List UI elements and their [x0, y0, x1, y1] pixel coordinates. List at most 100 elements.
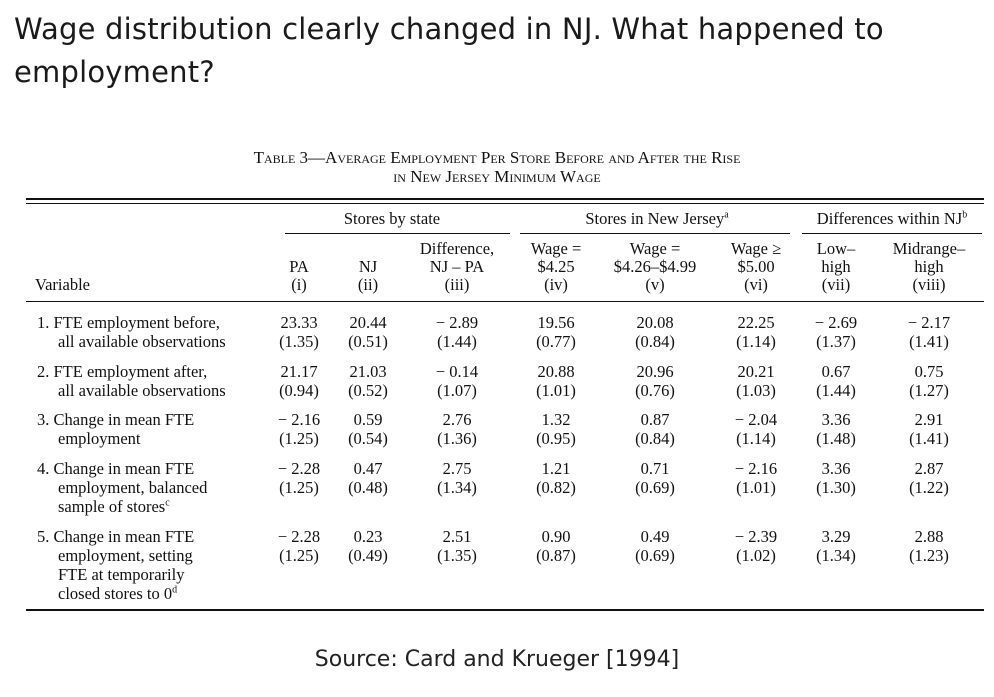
column-header-wage-426-499-line-3: (v): [645, 275, 665, 294]
row-2-se-wage-500: (1.03): [736, 381, 776, 400]
row-3-value-pa: − 2.16: [277, 410, 321, 429]
row-5-value-wage-425: 0.90: [541, 527, 571, 546]
row-4-value-pa: − 2.28: [277, 459, 321, 478]
row-2-se-low-high: (1.44): [816, 381, 856, 400]
row-4-value-midrange-high: 2.87: [914, 459, 944, 478]
group-header-stores-in-nj-note: a: [724, 209, 729, 221]
row-3-se-wage-425: (0.95): [536, 429, 576, 448]
row-5-value-wage-426-499: 0.49: [640, 527, 670, 546]
column-header-wage-500-line-1: Wage ≥: [730, 239, 782, 258]
row-2-value-wage-500: 20.21: [737, 362, 775, 381]
row-3-value-wage-500: − 2.04: [734, 410, 778, 429]
table-top-rule-thin: [26, 203, 984, 204]
row-2-se-midrange-high: (1.27): [909, 381, 949, 400]
column-header-wage-500-line-2: $5.00: [737, 257, 775, 276]
row-5-value-midrange-high: 2.88: [914, 527, 944, 546]
row-5-se-nj: (0.49): [348, 546, 388, 565]
column-header-midrange-high-line-2: high: [914, 257, 944, 276]
group-header-stores-by-state: Stores by state: [343, 209, 441, 228]
column-header-low-high-line-3: (vii): [821, 275, 851, 294]
row-5-value-low-high: 3.29: [821, 527, 851, 546]
column-header-wage-425-line-1: Wage =: [530, 239, 582, 258]
row-1-label-line-1: 1. FTE employment before,: [37, 313, 220, 332]
row-2-value-nj: 21.03: [349, 362, 387, 381]
row-1-se-wage-500: (1.14): [736, 332, 776, 351]
row-3-label-line-2: employment: [58, 429, 141, 448]
row-1-label-line-2: all available observations: [58, 332, 226, 351]
row-5-value-wage-500: − 2.39: [734, 527, 778, 546]
row-2-label-line-2: all available observations: [58, 381, 226, 400]
row-5-value-difference: 2.51: [442, 527, 472, 546]
column-header-low-high-line-1: Low–: [816, 239, 856, 258]
row-3-se-pa: (1.25): [279, 429, 319, 448]
column-header-low-high-line-2: high: [821, 257, 851, 276]
column-header-pa-line-2: (i): [291, 275, 307, 294]
row-3-value-wage-426-499: 0.87: [640, 410, 670, 429]
row-4-value-low-high: 3.36: [821, 459, 851, 478]
row-4-value-wage-426-499: 0.71: [640, 459, 670, 478]
row-4-se-midrange-high: (1.22): [909, 478, 949, 497]
row-2-se-wage-426-499: (0.76): [635, 381, 675, 400]
row-1-se-nj: (0.51): [348, 332, 388, 351]
row-5-se-wage-500: (1.02): [736, 546, 776, 565]
row-3-se-wage-500: (1.14): [736, 429, 776, 448]
slide-title-line-1: Wage distribution clearly changed in NJ.…: [14, 12, 884, 46]
row-4-label-line-2: employment, balanced: [58, 478, 208, 497]
row-5-label-line-4: closed stores to 0d: [58, 584, 178, 603]
table-header-rule: [26, 301, 984, 302]
row-5-label-line-3: FTE at temporarily: [58, 565, 185, 584]
row-1-value-wage-426-499: 20.08: [636, 313, 674, 332]
group-header-differences-within-nj: Differences within NJb: [816, 209, 968, 228]
row-3-se-midrange-high: (1.41): [909, 429, 949, 448]
row-1-value-low-high: − 2.69: [814, 313, 858, 332]
row-4-se-wage-500: (1.01): [736, 478, 776, 497]
row-4-se-wage-426-499: (0.69): [635, 478, 675, 497]
row-3-value-wage-425: 1.32: [541, 410, 571, 429]
column-header-midrange-high-line-3: (viii): [912, 275, 946, 294]
column-header-difference-line-3: (iii): [444, 275, 470, 294]
column-header-wage-426-499-line-2: $4.26–$4.99: [613, 257, 697, 276]
row-1-se-midrange-high: (1.41): [909, 332, 949, 351]
table-caption-line-2: in New Jersey Minimum Wage: [393, 167, 601, 186]
table-caption: Table 3—Average Employment Per Store Bef…: [0, 148, 994, 186]
row-3-value-difference: 2.76: [442, 410, 472, 429]
row-1-value-wage-425: 19.56: [537, 313, 575, 332]
row-4-se-difference: (1.34): [437, 478, 477, 497]
variable-header: Variable: [35, 275, 90, 294]
row-3-value-midrange-high: 2.91: [914, 410, 944, 429]
group-underline-diff: [802, 233, 982, 234]
row-4-value-wage-500: − 2.16: [734, 459, 778, 478]
row-1-value-nj: 20.44: [349, 313, 387, 332]
row-4-se-low-high: (1.30): [816, 478, 856, 497]
row-5-value-nj: 0.23: [353, 527, 383, 546]
column-header-pa-line-1: PA: [289, 257, 309, 276]
row-2-value-pa: 21.17: [280, 362, 318, 381]
column-header-midrange-high-line-1: Midrange–: [892, 239, 966, 258]
row-4-label-note: c: [165, 497, 170, 509]
row-5-se-low-high: (1.34): [816, 546, 856, 565]
row-1-value-difference: − 2.89: [435, 313, 479, 332]
row-3-se-nj: (0.54): [348, 429, 388, 448]
row-2-se-pa: (0.94): [279, 381, 319, 400]
row-3-value-nj: 0.59: [353, 410, 383, 429]
row-5-se-wage-426-499: (0.69): [635, 546, 675, 565]
column-header-wage-426-499-line-1: Wage =: [629, 239, 681, 258]
row-5-label-line-1: 5. Change in mean FTE: [37, 527, 195, 546]
row-1-se-pa: (1.35): [279, 332, 319, 351]
row-4-value-difference: 2.75: [442, 459, 472, 478]
row-5-se-midrange-high: (1.23): [909, 546, 949, 565]
row-4-value-wage-425: 1.21: [541, 459, 571, 478]
row-2-value-wage-426-499: 20.96: [636, 362, 674, 381]
row-2-se-wage-425: (1.01): [536, 381, 576, 400]
row-1-se-wage-425: (0.77): [536, 332, 576, 351]
row-2-label-line-1: 2. FTE employment after,: [37, 362, 208, 381]
column-header-difference-line-1: Difference,: [419, 239, 495, 258]
row-1-value-midrange-high: − 2.17: [907, 313, 951, 332]
row-5-se-wage-425: (0.87): [536, 546, 576, 565]
row-5-label-note: d: [172, 584, 178, 596]
row-1-se-low-high: (1.37): [816, 332, 856, 351]
row-4-label-line-3: sample of storesc: [58, 497, 170, 516]
slide-title: Wage distribution clearly changed in NJ.…: [14, 8, 974, 94]
row-3-se-low-high: (1.48): [816, 429, 856, 448]
table-caption-line-1: Table 3—Average Employment Per Store Bef…: [253, 148, 741, 167]
